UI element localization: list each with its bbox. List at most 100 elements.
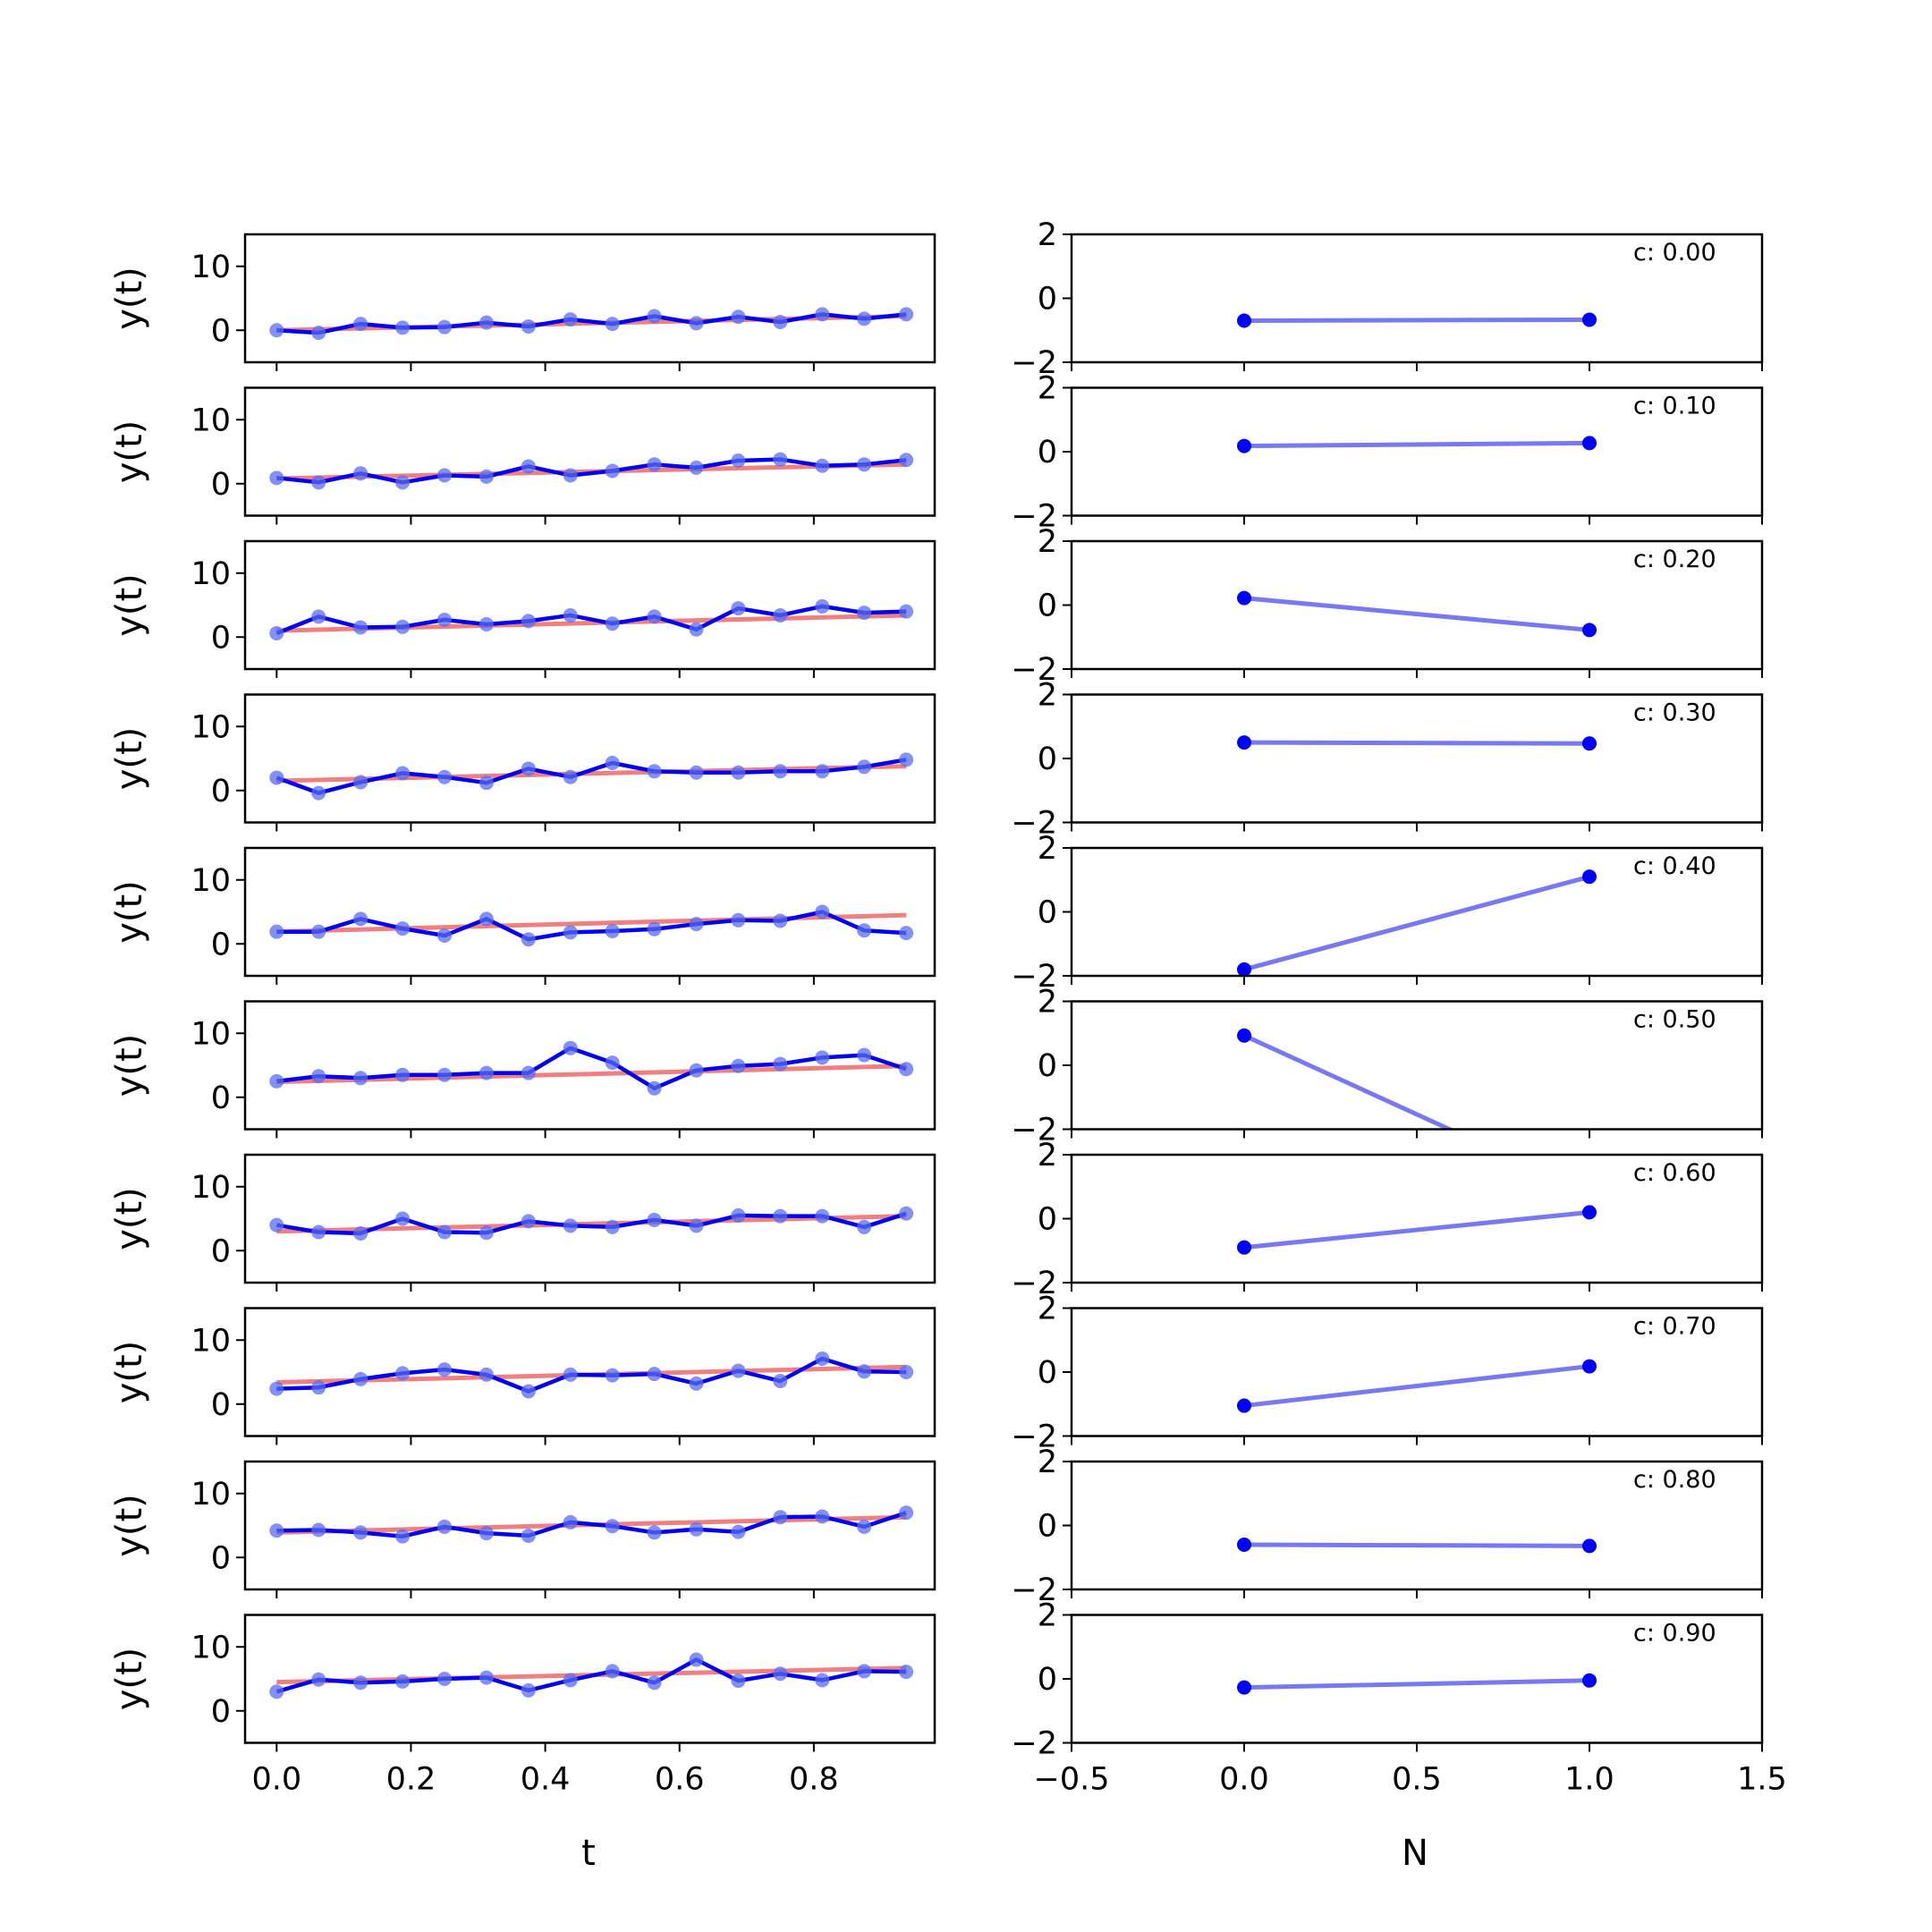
x-tick-label: 0.8	[789, 1762, 839, 1798]
data-point	[815, 1050, 830, 1065]
data-point	[436, 1362, 452, 1377]
y-tick-label: 0	[1038, 589, 1057, 624]
z-point	[1237, 1028, 1251, 1043]
right-panel: −2 0 2 c: 0.20	[1011, 524, 1764, 688]
data-point	[395, 1211, 411, 1226]
data-point	[773, 1208, 788, 1224]
right-plot-area	[1237, 436, 1597, 453]
y-tick-label: 10	[191, 709, 231, 745]
data-point	[311, 326, 326, 341]
c-value-annotation: c: 0.00	[1633, 239, 1716, 267]
y-tick-label: 10	[191, 1630, 231, 1665]
y-tick-label: −2	[1011, 1113, 1057, 1148]
right-plot-area	[1237, 1359, 1597, 1413]
left-plot-area	[269, 1206, 914, 1241]
data-point	[436, 1519, 452, 1534]
data-point	[857, 1047, 872, 1063]
data-line	[276, 1046, 907, 1090]
data-line	[275, 758, 907, 795]
z-line	[1242, 1033, 1455, 1130]
x-tick-label: 1.5	[1737, 1762, 1787, 1798]
c-value-annotation: c: 0.80	[1633, 1466, 1716, 1494]
left-panel-frame	[243, 539, 936, 671]
z-point	[1237, 735, 1251, 750]
data-point	[689, 622, 704, 637]
data-point	[269, 770, 284, 785]
data-point	[563, 1514, 578, 1530]
data-point	[521, 761, 536, 776]
c-value-annotation: c: 0.90	[1633, 1620, 1716, 1648]
data-point	[436, 1067, 452, 1082]
data-point	[773, 607, 788, 623]
y-axis-title: y(t)	[109, 1187, 150, 1250]
z-line	[1243, 596, 1590, 632]
data-point	[689, 1376, 704, 1391]
data-point	[731, 1674, 746, 1689]
data-point	[647, 764, 662, 779]
data-point	[689, 1063, 704, 1078]
data-point	[773, 314, 788, 329]
data-line	[276, 1356, 907, 1394]
data-point	[857, 923, 872, 938]
data-point	[311, 1522, 326, 1538]
c-value-annotation: c: 0.40	[1633, 852, 1716, 880]
y-tick-label: −2	[1011, 345, 1057, 381]
y-tick-label: 2	[1038, 371, 1057, 407]
y-tick-label: 0	[1038, 282, 1057, 318]
left-plot-area	[269, 752, 914, 801]
data-point	[563, 1218, 578, 1233]
y-axis-title: y(t)	[109, 267, 150, 330]
y-tick-label: 0	[211, 1080, 231, 1116]
data-point	[395, 1674, 411, 1689]
data-line	[276, 1511, 907, 1538]
data-point	[605, 1664, 620, 1679]
data-point	[269, 1073, 284, 1089]
right-panel: −2 0 2 c: 0.00	[1011, 217, 1764, 381]
data-point	[521, 1682, 536, 1698]
data-point	[815, 307, 830, 322]
data-point	[521, 459, 536, 474]
data-point	[857, 606, 872, 621]
data-point	[479, 315, 494, 330]
y-tick-label: 2	[1038, 1292, 1057, 1327]
data-point	[395, 1529, 411, 1544]
y-tick-label: 0	[211, 620, 231, 656]
data-point	[731, 601, 746, 616]
left-x-axis-title: t	[581, 1833, 596, 1874]
y-tick-label: −2	[1011, 1572, 1057, 1608]
left-panel: 0 10 y(t)	[109, 1460, 936, 1598]
data-point	[311, 924, 326, 939]
y-axis-title: y(t)	[109, 1494, 150, 1557]
data-point	[815, 598, 830, 614]
data-point	[311, 785, 326, 801]
data-point	[605, 616, 620, 631]
z-line	[1243, 740, 1590, 746]
y-tick-label: 0	[1038, 1202, 1057, 1238]
y-axis-title: y(t)	[109, 573, 150, 637]
data-point	[731, 1058, 746, 1073]
y-tick-label: 10	[191, 250, 231, 285]
y-axis-title: y(t)	[109, 880, 150, 944]
data-point	[647, 1675, 662, 1690]
right-plot-area	[1237, 1205, 1597, 1255]
left-plot-area	[269, 904, 914, 947]
left-plot-area	[269, 1505, 914, 1544]
data-point	[647, 457, 662, 472]
right-panel: −2 0 2 c: 0.80	[1011, 1445, 1764, 1608]
data-point	[815, 1673, 830, 1688]
left-panel: 0 10 y(t)	[109, 233, 936, 371]
data-point	[521, 1065, 536, 1080]
data-point	[479, 1526, 494, 1541]
bottom-axis-labels: t N	[581, 1833, 1428, 1874]
data-line	[275, 1211, 907, 1236]
c-value-annotation: c: 0.30	[1633, 699, 1716, 727]
z-point	[1582, 436, 1597, 451]
z-line	[1243, 1678, 1590, 1690]
data-point	[773, 1666, 788, 1682]
data-point	[395, 921, 411, 936]
y-tick-label: 0	[211, 927, 231, 962]
data-point	[521, 932, 536, 947]
data-point	[563, 468, 578, 483]
left-panel: 0 10 0.0 0.2 0.4 0.6 0.8 y(t)	[109, 1614, 936, 1798]
z-point	[1237, 590, 1251, 606]
